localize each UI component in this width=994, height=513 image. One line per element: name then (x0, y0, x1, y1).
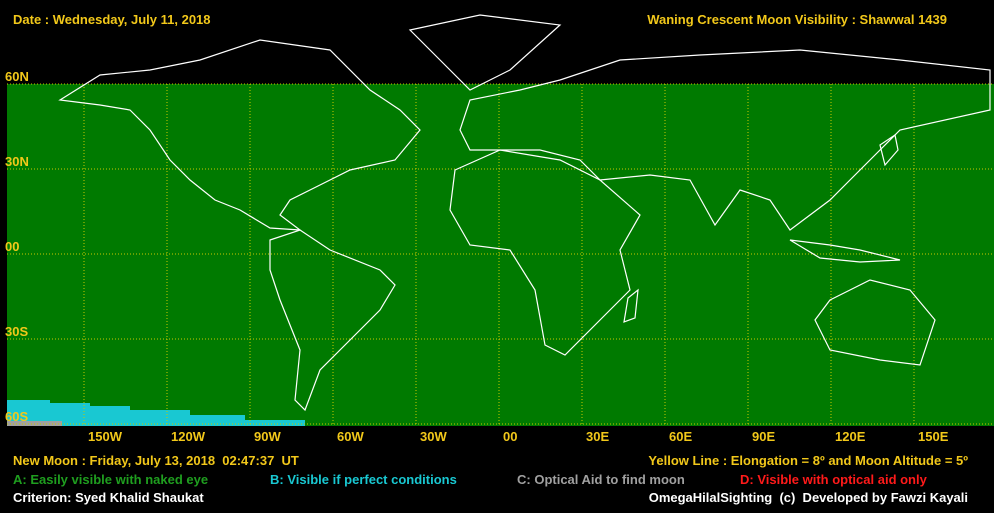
legend-item: C: Optical Aid to find moon (517, 472, 685, 487)
latitude-label: 30N (5, 154, 29, 169)
eurasia (459, 49, 991, 231)
greenland (408, 14, 562, 91)
graticule (7, 83, 994, 426)
map-title: Waning Crescent Moon Visibility : Shawwa… (647, 12, 947, 27)
longitude-label: 60W (337, 429, 364, 444)
madagascar (623, 288, 639, 323)
date: Date : Wednesday, July 11, 2018 (13, 12, 211, 27)
longitude-label: 30W (420, 429, 447, 444)
credit: OmegaHilalSighting (c) Developed by Fawz… (649, 490, 968, 505)
legend: A: Easily visible with naked eye B: Visib… (13, 472, 928, 487)
longitude-label: 150E (918, 429, 949, 444)
indonesia (789, 239, 901, 263)
latitude-label: 30S (5, 324, 28, 339)
north-america (58, 39, 421, 231)
visibility-zone-b (7, 400, 305, 426)
new-moon: New Moon : Friday, July 13, 2018 02:47:3… (13, 453, 299, 468)
longitude-label: 90E (752, 429, 775, 444)
africa (449, 149, 641, 356)
latitude-label: 60S (5, 409, 28, 424)
longitude-label: 00 (503, 429, 517, 444)
longitude-label: 60E (669, 429, 692, 444)
longitude-label: 120E (835, 429, 866, 444)
legend-item: A: Easily visible with naked eye (13, 472, 208, 487)
japan (879, 134, 899, 167)
longitude-label: 150W (88, 429, 123, 444)
visibility-zone-a (7, 84, 994, 426)
legend-item: D: Visible with optical aid only (740, 472, 928, 487)
legend-item: B: Visible if perfect conditions (270, 472, 457, 487)
criterion: Criterion: Syed Khalid Shaukat (13, 490, 204, 505)
longitude-label: 90W (254, 429, 281, 444)
latitude-label: 00 (5, 239, 19, 254)
longitude-label: 30E (586, 429, 609, 444)
coastlines (58, 14, 991, 412)
australia (814, 279, 936, 366)
south-america (269, 229, 396, 412)
yellow-line-note: Yellow Line : Elongation = 8º and Moon A… (648, 453, 968, 468)
longitude-label: 120W (171, 429, 206, 444)
latitude-label: 60N (5, 69, 29, 84)
